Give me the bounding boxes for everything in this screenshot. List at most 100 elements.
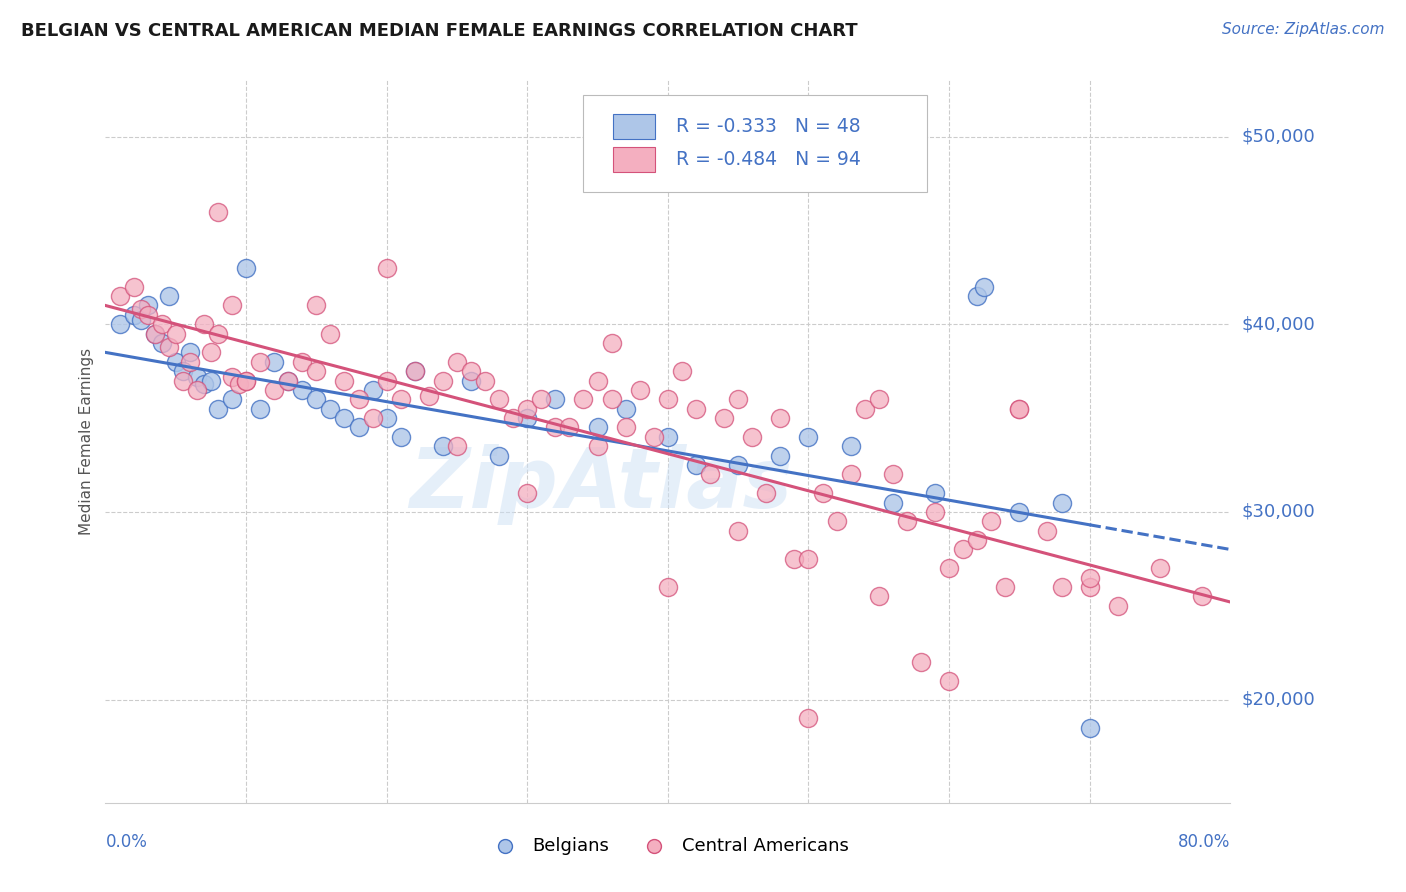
Point [143,326,166,341]
Point [671,364,693,378]
Point [980,514,1002,528]
Point [186,369,208,384]
Text: $30,000: $30,000 [1241,503,1315,521]
Point [186,383,208,397]
Point [952,542,974,557]
Point [157,340,180,354]
Point [305,364,328,378]
Point [129,302,152,317]
Point [277,374,299,388]
Legend: Belgians, Central Americans: Belgians, Central Americans [479,830,856,863]
Point [1036,524,1059,538]
Point [207,204,229,219]
Point [966,533,988,547]
Point [122,308,145,322]
Point [193,377,215,392]
Point [1149,561,1171,575]
Point [1008,505,1031,519]
Text: R = -0.333   N = 48: R = -0.333 N = 48 [676,117,860,136]
Point [157,289,180,303]
Point [347,420,370,434]
Point [685,458,707,472]
Point [839,467,862,482]
Point [172,364,194,378]
Point [193,318,215,332]
Point [685,401,707,416]
Point [600,392,623,407]
Point [938,561,960,575]
Point [172,374,194,388]
Point [291,355,314,369]
Point [305,298,328,312]
Point [432,374,454,388]
Point [136,308,159,322]
Point [1008,401,1031,416]
Point [235,374,257,388]
Point [516,486,538,500]
Point [910,655,932,669]
Point [165,326,187,341]
Point [643,430,665,444]
Point [614,401,637,416]
Text: $20,000: $20,000 [1241,690,1315,708]
Point [432,439,454,453]
Point [347,392,370,407]
Point [614,420,637,434]
Point [389,430,412,444]
Point [129,313,152,327]
Point [375,411,398,425]
Point [868,590,890,604]
Point [136,298,159,312]
Point [572,392,595,407]
Point [1107,599,1129,613]
Point [179,355,201,369]
Point [375,260,398,275]
Point [404,364,426,378]
Text: Source: ZipAtlas.com: Source: ZipAtlas.com [1222,22,1385,37]
Point [319,326,342,341]
Point [221,298,243,312]
Point [755,486,778,500]
Point [446,355,468,369]
Point [375,374,398,388]
Point [628,383,651,397]
Point [263,355,285,369]
Point [1078,571,1101,585]
Point [143,326,166,341]
Point [586,439,609,453]
Point [994,580,1017,594]
Text: 0.0%: 0.0% [105,833,148,851]
Point [530,392,553,407]
Point [727,524,749,538]
Point [474,374,496,388]
Point [249,355,271,369]
Text: BELGIAN VS CENTRAL AMERICAN MEDIAN FEMALE EARNINGS CORRELATION CHART: BELGIAN VS CENTRAL AMERICAN MEDIAN FEMAL… [21,22,858,40]
Point [277,374,299,388]
Point [544,420,567,434]
FancyBboxPatch shape [613,114,655,139]
Point [263,383,285,397]
Point [657,430,679,444]
Point [179,345,201,359]
Point [108,318,131,332]
Point [600,336,623,351]
Point [249,401,271,416]
Point [207,401,229,416]
Point [586,420,609,434]
Point [882,467,904,482]
Point [361,411,384,425]
Point [333,374,356,388]
Point [797,551,820,566]
Point [853,401,876,416]
Point [502,411,524,425]
Point [896,514,918,528]
Point [150,336,173,351]
Point [516,411,538,425]
Point [221,369,243,384]
Point [924,505,946,519]
Point [460,364,482,378]
Point [389,392,412,407]
Point [924,486,946,500]
FancyBboxPatch shape [613,147,655,172]
Point [783,551,806,566]
